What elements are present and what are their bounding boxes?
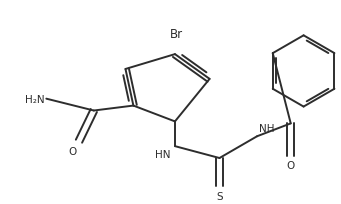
Text: S: S: [216, 191, 223, 201]
Text: HN: HN: [154, 149, 170, 159]
Text: O: O: [69, 146, 77, 156]
Text: H₂N: H₂N: [25, 94, 44, 104]
Text: O: O: [286, 160, 295, 170]
Text: NH: NH: [259, 124, 275, 134]
Text: Br: Br: [170, 28, 183, 41]
